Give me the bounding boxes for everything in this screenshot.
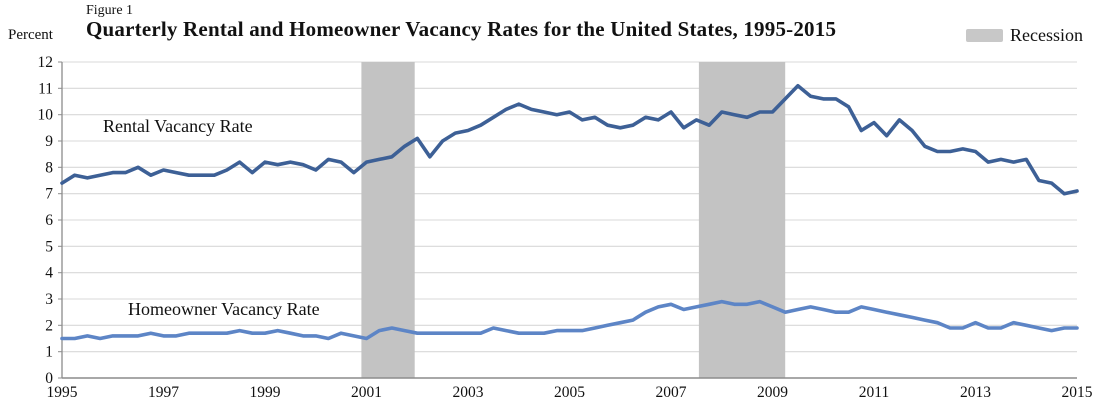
legend: Recession [966, 25, 1083, 46]
y-axis-unit-label: Percent [8, 27, 53, 43]
homeowner-series-line [60, 299, 1079, 341]
recession-swatch-icon [966, 29, 1003, 42]
y-tick-label: 9 [45, 133, 53, 150]
y-tick-label: 8 [45, 159, 53, 176]
homeowner-series-label: Homeowner Vacancy Rate [128, 299, 320, 319]
x-tick-label: 2003 [453, 384, 484, 401]
rental-series-label: Rental Vacancy Rate [103, 116, 253, 136]
y-tick-label: 2 [45, 317, 53, 334]
rental-series-line [60, 83, 1079, 196]
x-tick-label: 2007 [656, 384, 687, 401]
y-tick-label: 12 [38, 54, 54, 71]
chart-title: Quarterly Rental and Homeowner Vacancy R… [86, 17, 837, 41]
legend-label: Recession [1010, 25, 1083, 45]
y-tick-label: 3 [45, 291, 53, 308]
y-tick-label: 7 [45, 186, 53, 203]
y-tick-label: 4 [45, 265, 53, 282]
x-tick-label: 1999 [250, 384, 281, 401]
x-tick-label: 1995 [47, 384, 78, 401]
recession-band [361, 62, 415, 378]
x-tick-label: 2005 [554, 384, 585, 401]
x-tick-label: 2011 [859, 384, 889, 401]
y-tick-label: 10 [38, 107, 54, 124]
figure-label: Figure 1 [86, 3, 134, 18]
x-tick-label: 2015 [1062, 384, 1093, 401]
y-tick-label: 6 [45, 212, 53, 229]
x-tick-label: 2013 [960, 384, 991, 401]
y-tick-label: 0 [45, 370, 53, 387]
y-tick-label: 5 [45, 238, 53, 255]
recession-band [698, 62, 786, 378]
y-tick-label: 11 [38, 80, 53, 97]
x-tick-label: 2001 [351, 384, 382, 401]
x-tick-label: 1997 [148, 384, 179, 401]
x-tick-label: 2009 [757, 384, 788, 401]
y-tick-label: 1 [45, 344, 53, 361]
